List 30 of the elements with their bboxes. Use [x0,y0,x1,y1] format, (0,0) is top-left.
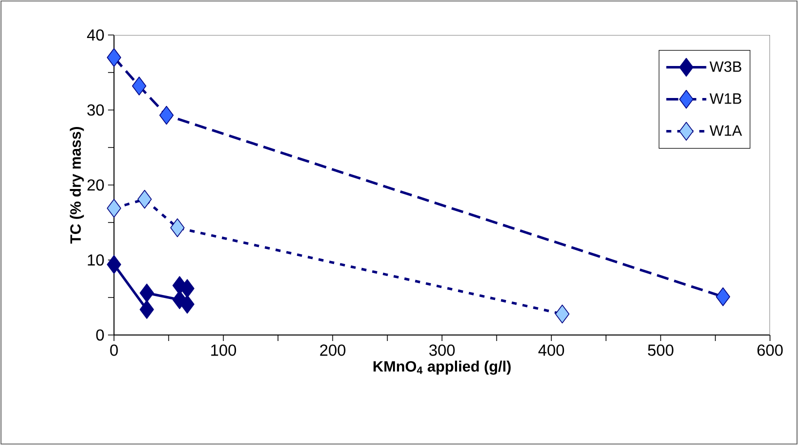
y-tick-label: 10 [88,254,104,266]
point [180,294,194,314]
y-tick-label: 40 [87,29,104,41]
point [716,287,730,306]
x-tick-label: 200 [320,344,346,356]
legend-label: W1B [710,93,742,104]
y-axis-title: TC (% dry mass) [70,127,84,244]
x-tick-label: 600 [757,344,783,356]
legend-label: W3B [710,61,742,72]
y-tick-label: 30 [87,104,104,116]
point [106,198,122,218]
x-tick-label: 400 [538,344,564,356]
point [132,76,146,96]
y-tick-label: 20 [87,179,104,191]
x-tick-label: 300 [429,344,455,356]
point [555,304,570,324]
x-tick-label: 500 [648,344,674,356]
point [140,300,154,319]
point [106,255,122,274]
x-tick-label: 0 [110,344,118,356]
x-axis-title: KMnO$_{4}$ applied (g/l) [374,360,511,375]
point [106,48,122,67]
x-tick-label: 100 [211,344,236,356]
point [170,218,185,238]
legend-label: W1A [710,125,742,136]
y-tick-label: 0 [96,329,104,341]
point [159,106,174,125]
point [137,190,152,209]
point [180,279,194,298]
point [140,284,154,302]
